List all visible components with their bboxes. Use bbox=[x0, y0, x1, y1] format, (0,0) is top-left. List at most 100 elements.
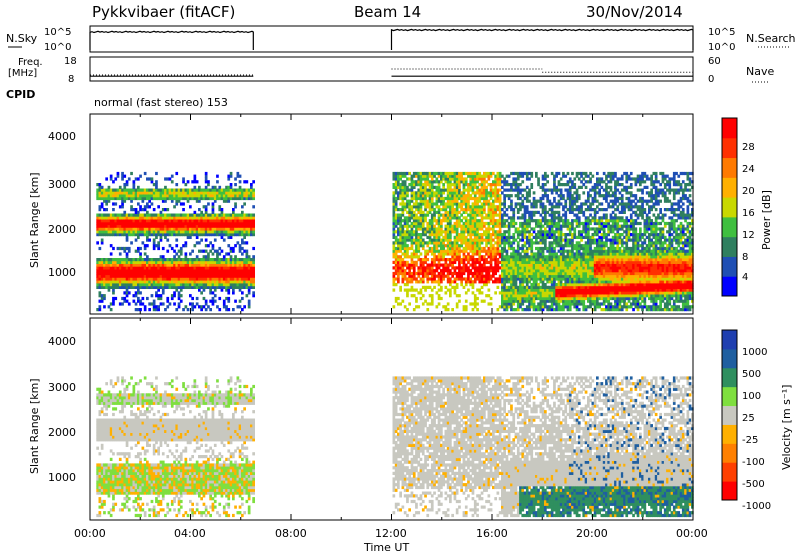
power-cell bbox=[223, 283, 226, 286]
power-cell bbox=[130, 194, 133, 197]
power-cell bbox=[123, 216, 126, 219]
power-cell bbox=[194, 305, 197, 308]
power-cell bbox=[393, 202, 396, 205]
power-cell bbox=[110, 269, 113, 272]
power-cell bbox=[438, 172, 441, 175]
power-cell bbox=[119, 219, 122, 222]
power-cell bbox=[194, 216, 197, 219]
power-cell bbox=[142, 191, 145, 194]
power-cell bbox=[205, 269, 208, 272]
power-cell bbox=[404, 236, 407, 239]
power-cell bbox=[415, 236, 418, 239]
power-cell bbox=[189, 222, 192, 225]
power-cell bbox=[171, 216, 174, 219]
power-cell bbox=[99, 208, 102, 211]
power-cell bbox=[442, 241, 445, 244]
power-cell bbox=[221, 250, 224, 253]
power-cell bbox=[105, 214, 108, 217]
power-cell bbox=[420, 180, 423, 183]
power-cell bbox=[433, 236, 436, 239]
power-cell bbox=[449, 252, 452, 255]
power-cell bbox=[415, 214, 418, 217]
power-cell bbox=[234, 283, 237, 286]
power-cell bbox=[440, 230, 443, 233]
power-cell bbox=[227, 252, 230, 255]
power-cell bbox=[175, 194, 178, 197]
power-cell bbox=[246, 286, 249, 289]
power-cell bbox=[112, 230, 115, 233]
power-cell bbox=[223, 233, 226, 236]
power-cell bbox=[397, 183, 400, 186]
power-cell bbox=[230, 227, 233, 230]
power-cell bbox=[397, 230, 400, 233]
power-cell bbox=[171, 286, 174, 289]
power-cell bbox=[157, 227, 160, 230]
power-cell bbox=[146, 255, 149, 258]
power-cell bbox=[112, 269, 115, 272]
power-cell bbox=[397, 222, 400, 225]
power-cell bbox=[460, 277, 463, 280]
power-cell bbox=[198, 222, 201, 225]
power-cell bbox=[402, 202, 405, 205]
power-cell bbox=[146, 211, 149, 214]
power-cell bbox=[402, 208, 405, 211]
power-cell bbox=[157, 205, 160, 208]
power-cell bbox=[445, 219, 448, 222]
power-cell bbox=[114, 177, 117, 180]
power-cell bbox=[146, 222, 149, 225]
power-cell bbox=[169, 230, 172, 233]
power-cell bbox=[408, 280, 411, 283]
power-cell bbox=[117, 222, 120, 225]
power-cell bbox=[431, 269, 434, 272]
power-cell bbox=[146, 236, 149, 239]
power-cell bbox=[415, 222, 418, 225]
power-cell bbox=[458, 183, 461, 186]
power-cell bbox=[422, 269, 425, 272]
power-cell bbox=[422, 272, 425, 275]
power-cell bbox=[209, 222, 212, 225]
power-cell bbox=[436, 269, 439, 272]
power-cell bbox=[456, 241, 459, 244]
power-cell bbox=[142, 216, 145, 219]
power-cell bbox=[119, 247, 122, 250]
power-cell bbox=[227, 216, 230, 219]
power-cell bbox=[440, 180, 443, 183]
power-cell bbox=[415, 183, 418, 186]
power-cell bbox=[411, 252, 414, 255]
power-cell bbox=[424, 219, 427, 222]
power-cell bbox=[157, 269, 160, 272]
power-cell bbox=[101, 222, 104, 225]
power-cell bbox=[422, 177, 425, 180]
power-cell bbox=[433, 255, 436, 258]
power-cell bbox=[146, 230, 149, 233]
power-cell bbox=[200, 308, 203, 311]
power-cell bbox=[123, 194, 126, 197]
power-cell bbox=[223, 214, 226, 217]
power-cell bbox=[246, 216, 249, 219]
power-cell bbox=[157, 283, 160, 286]
power-cell bbox=[135, 269, 138, 272]
power-cell bbox=[180, 222, 183, 225]
power-cell bbox=[431, 272, 434, 275]
power-cell bbox=[157, 189, 160, 192]
power-cell bbox=[142, 230, 145, 233]
power-cell bbox=[112, 261, 115, 264]
power-cell bbox=[433, 211, 436, 214]
power-cell bbox=[449, 261, 452, 264]
power-cell bbox=[227, 269, 230, 272]
power-cell bbox=[99, 183, 102, 186]
power-cell bbox=[415, 297, 418, 300]
power-cell bbox=[420, 186, 423, 189]
power-cell bbox=[250, 277, 253, 280]
power-cell bbox=[451, 286, 454, 289]
power-cell bbox=[99, 194, 102, 197]
power-cell bbox=[449, 211, 452, 214]
power-cell bbox=[402, 266, 405, 269]
power-cell bbox=[182, 177, 185, 180]
power-cell bbox=[175, 308, 178, 311]
power-cell bbox=[397, 302, 400, 305]
power-cell bbox=[230, 272, 233, 275]
power-cell bbox=[130, 261, 133, 264]
power-cell bbox=[451, 227, 454, 230]
power-cell bbox=[230, 183, 233, 186]
